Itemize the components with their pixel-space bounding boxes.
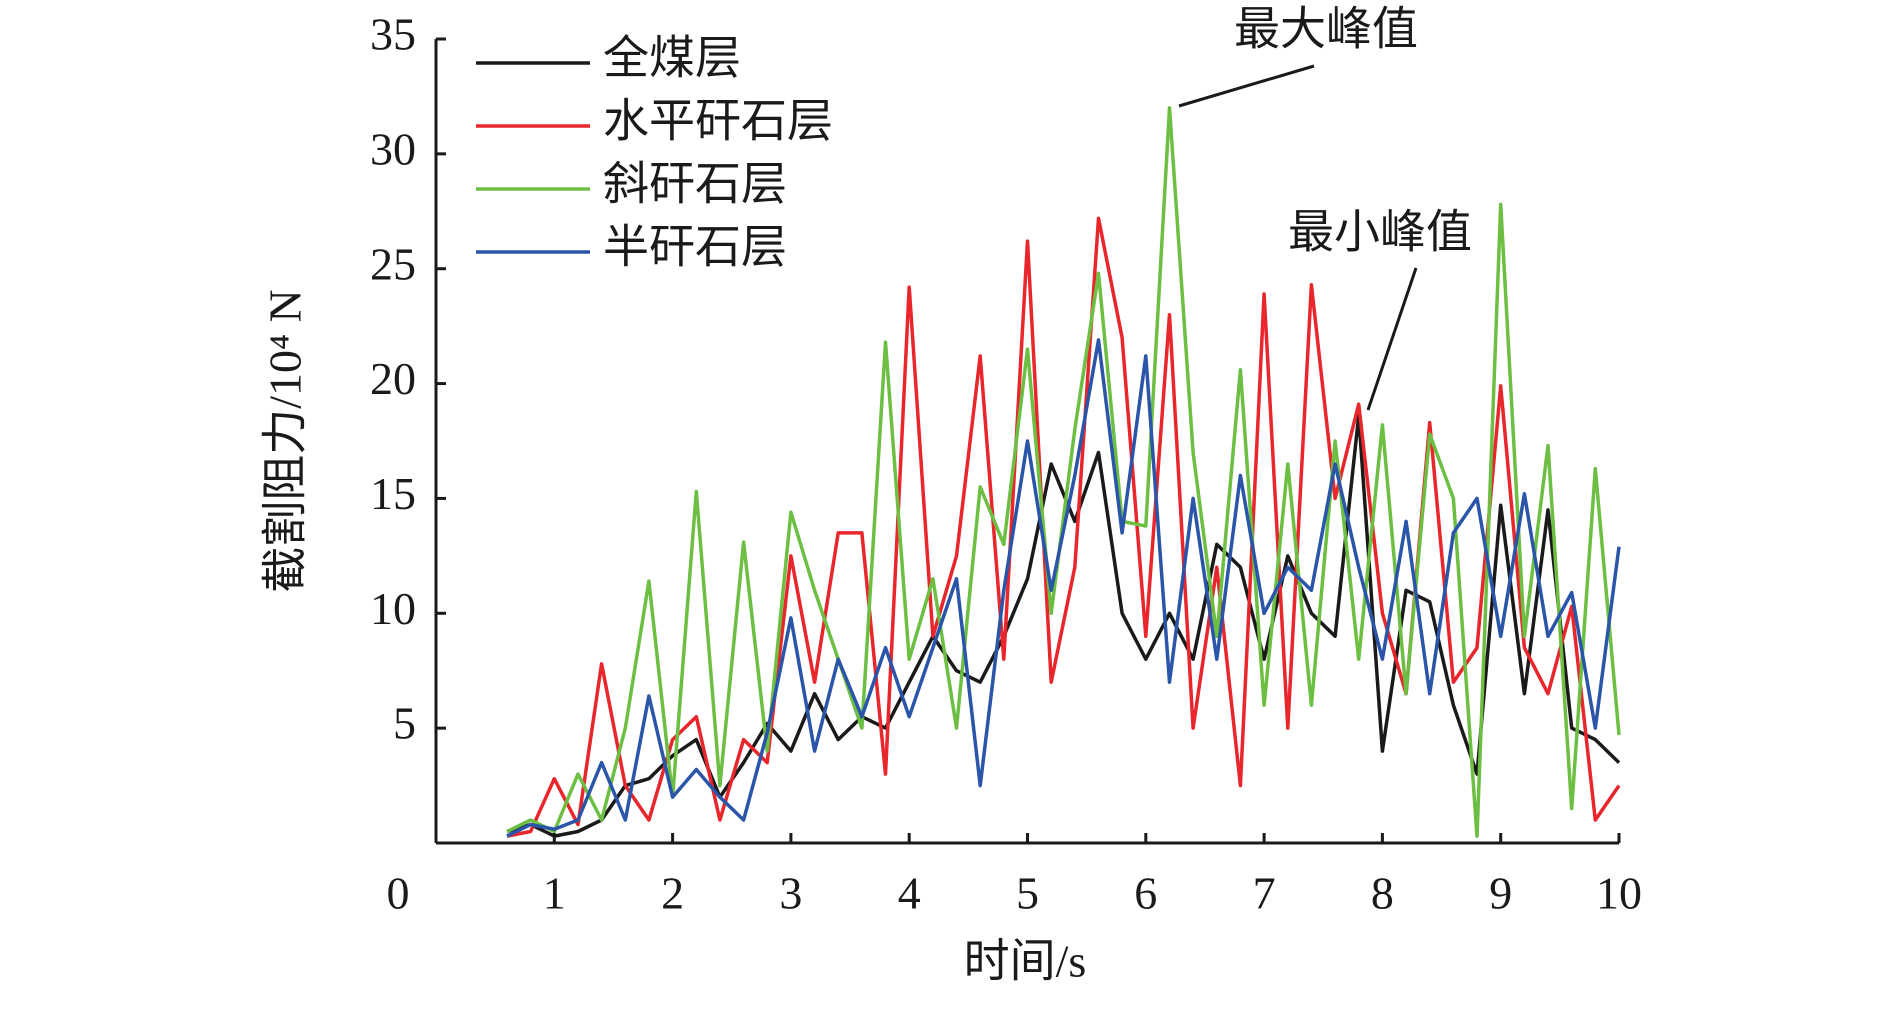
- x-tick-label: 10: [1596, 868, 1642, 919]
- y-tick-label: 10: [370, 583, 416, 634]
- x-tick-label: 4: [898, 868, 921, 919]
- y-tick-label: 5: [393, 698, 416, 749]
- x-tick-label: 2: [661, 868, 684, 919]
- x-tick-label: 8: [1371, 868, 1394, 919]
- legend-label: 斜矸石层: [603, 159, 787, 210]
- annotation: 最大峰值: [1234, 4, 1418, 55]
- x-tick-label: 9: [1489, 868, 1512, 919]
- annotation: 最小峰值: [1288, 207, 1472, 258]
- y-axis-label: 截割阻力/10⁴ N: [260, 289, 311, 593]
- x-tick-label: 6: [1134, 868, 1157, 919]
- y-tick-label: 15: [370, 468, 416, 519]
- x-tick-label: 5: [1016, 868, 1039, 919]
- legend-label: 水平矸石层: [603, 96, 833, 147]
- series-line: [506, 338, 1621, 838]
- annotation-arrow: [1366, 267, 1418, 411]
- x-tick-label: 1: [543, 868, 566, 919]
- y-tick-label: 25: [370, 238, 416, 289]
- x-tick-label: 0: [387, 868, 410, 919]
- y-tick-label: 30: [370, 123, 416, 174]
- y-tick-label: 20: [370, 353, 416, 404]
- annotation-arrow: [1178, 64, 1315, 108]
- legend-label: 全煤层: [603, 33, 741, 84]
- x-tick-label: 7: [1253, 868, 1276, 919]
- y-tick-label: 35: [370, 9, 416, 60]
- legend-label: 半矸石层: [603, 222, 787, 273]
- series-line: [506, 413, 1621, 838]
- series-line: [506, 216, 1621, 838]
- series-line: [506, 106, 1621, 838]
- plot-area: [506, 106, 1621, 838]
- x-tick-label: 3: [779, 868, 802, 919]
- x-axis-label: 时间/s: [964, 936, 1087, 987]
